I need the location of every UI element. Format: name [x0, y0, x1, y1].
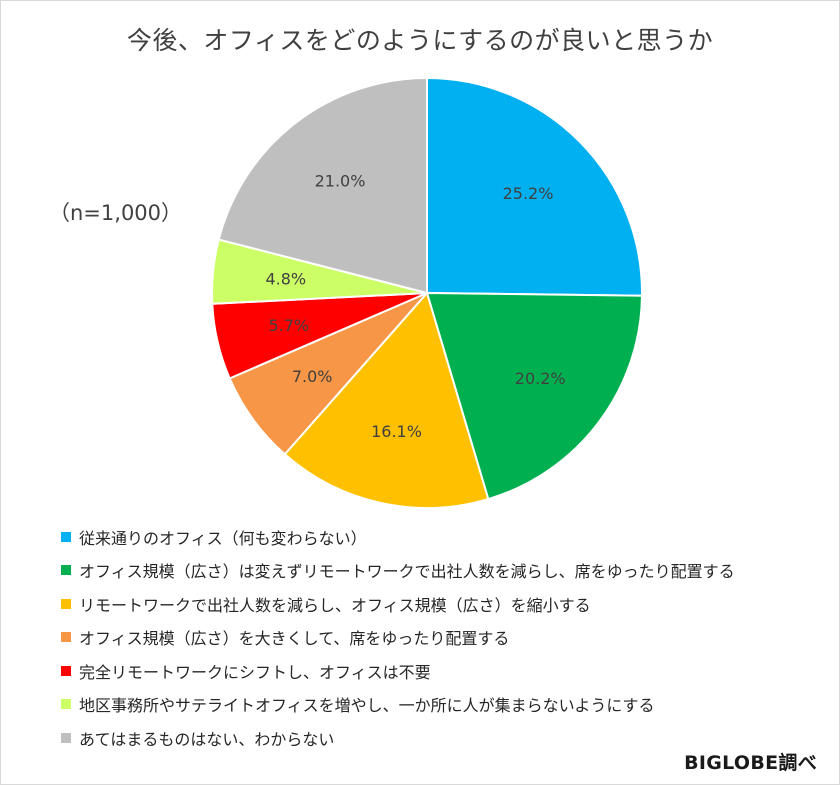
pie-data-labels: 25.2% 20.2% 16.1% 7.0% 5.7% 4.8% 21.0% [265, 171, 565, 441]
pie-slice-2 [425, 291, 643, 501]
pie-data-label-7: 21.0% [315, 171, 366, 190]
legend-item-5: 完全リモートワークにシフトし、オフィスは不要 [61, 654, 831, 688]
legend-swatch [61, 665, 71, 676]
source-note: BIGLOBE調べ [684, 752, 817, 774]
legend-swatch [61, 531, 71, 542]
legend-swatch [61, 632, 71, 643]
pie-data-label-4: 7.0% [292, 367, 333, 386]
legend-label: リモートワークで出社人数を減らし、オフィス規模（広さ）を縮小する [79, 595, 591, 615]
legend-label: 地区事務所やサテライトオフィスを増やし、一か所に人が集まらないようにする [79, 696, 655, 716]
legend-item-1: 従来通りのオフィス（何も変わらない） [61, 520, 831, 554]
pie-data-label-3: 16.1% [371, 422, 422, 441]
pie-data-label-6: 4.8% [265, 269, 306, 288]
legend-item-7: あてはまるものはない、わからない [61, 721, 831, 755]
pie-slices [211, 76, 643, 509]
legend-label: 従来通りのオフィス（何も変わらない） [79, 528, 367, 548]
legend-label: オフィス規模（広さ）は変えずリモートワークで出社人数を減らし、席をゆったり配置す… [79, 562, 735, 582]
legend-item-6: 地区事務所やサテライトオフィスを増やし、一か所に人が集まらないようにする [61, 688, 831, 722]
legend-swatch [61, 598, 71, 609]
legend-swatch [61, 732, 71, 743]
sample-size-note: （n=1,000） [49, 201, 183, 225]
legend-label: オフィス規模（広さ）を大きくして、席をゆったり配置する [79, 629, 510, 649]
legend-item-2: オフィス規模（広さ）は変えずリモートワークで出社人数を減らし、席をゆったり配置す… [61, 554, 831, 588]
pie-data-label-2: 20.2% [515, 369, 566, 388]
legend-label: あてはまるものはない、わからない [79, 729, 335, 749]
legend-item-3: リモートワークで出社人数を減らし、オフィス規模（広さ）を縮小する [61, 587, 831, 621]
legend-swatch [61, 699, 71, 710]
legend-swatch [61, 565, 71, 576]
legend: 従来通りのオフィス（何も変わらない） オフィス規模（広さ）は変えずリモートワークで… [61, 520, 831, 755]
pie-slice-1 [426, 76, 643, 297]
pie-data-label-5: 5.7% [268, 316, 309, 335]
pie-slice-7 [217, 76, 428, 295]
chart-title: 今後、オフィスをどのようにするのが良いと思うか [126, 26, 714, 55]
legend-item-4: オフィス規模（広さ）を大きくして、席をゆったり配置する [61, 621, 831, 655]
pie-data-label-1: 25.2% [503, 184, 554, 203]
pie-slice-3 [283, 290, 490, 509]
legend-label: 完全リモートワークにシフトし、オフィスは不要 [79, 662, 431, 682]
